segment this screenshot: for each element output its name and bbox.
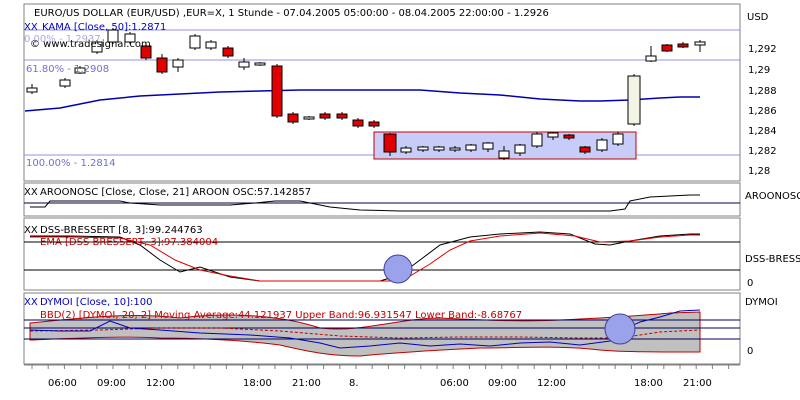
price-panel[interactable] [23,3,741,182]
x-tick-marks [31,365,730,369]
y-tick-label: 1,28 [748,166,770,177]
candle-up [514,144,526,154]
y-tick-label: 1,292 [748,44,777,55]
x-tick-label: 12:00 [146,378,175,389]
candle-up [254,62,266,66]
candle-down [352,119,364,127]
x-tick-label: 06:00 [48,378,77,389]
candle-down [287,113,299,123]
dymoi-axis-label: DYMOI [745,297,778,308]
candle-down [319,113,331,119]
dss-panel[interactable] [23,217,741,291]
candle-down [368,121,380,127]
dymoi-zero-label: 0 [747,346,753,357]
x-tick-label: 09:00 [97,378,126,389]
candle-up [449,147,461,151]
dss-zero-label: 0 [747,278,753,289]
x-tick-label: 21:00 [683,378,712,389]
candle-up [400,147,412,153]
dymoi-panel[interactable] [23,292,741,365]
candle-down [579,146,591,153]
copyright: © www.tradesignal.com [30,39,151,50]
candle-up [612,133,624,145]
candle-down [140,45,152,59]
x-tick-label: 8. [349,378,359,389]
aroon-panel[interactable] [23,182,741,217]
y-tick-label: 1,286 [748,106,777,117]
fib-top-label: 0.00% - 1.2937 [24,34,101,45]
x-tick-label: 18:00 [243,378,272,389]
kama-line [24,89,700,112]
candles [26,28,706,160]
candle-down [661,44,673,52]
legend-icon: XX [24,297,38,308]
dss-axis-label: DSS-BRESSERT [745,254,800,265]
candle-up [124,33,136,43]
candle-up [547,132,559,138]
candle-up [91,41,103,53]
x-tick-label: 21:00 [292,378,321,389]
candle-down [383,133,397,153]
candle-up [596,139,608,151]
chart-title: EURO/US DOLLAR (EUR/USD) ,EUR=X, 1 Stund… [34,8,549,19]
dss-legend: DSS-BRESSERT [8, 3]:99.244763 [40,225,203,236]
y-tick-label: 1,282 [748,146,777,157]
candle-up [417,146,429,151]
aroon-axis-label: AROONOSC [745,191,800,202]
fib-100-label: 100.00% - 1.2814 [26,158,115,169]
x-tick-label: 09:00 [488,378,517,389]
aroon-legend: AROONOSC [Close, Close, 21] AROON OSC:57… [40,187,311,198]
candle-up [59,79,71,87]
legend-icon: XX [24,225,38,236]
candle-up [172,59,184,68]
candle-down [222,47,234,57]
kama-legend: KAMA [Close, 50]:1.2871 [42,22,166,33]
dymoi-legend: DYMOI [Close, 10]:100 [40,297,152,308]
y-tick-label: 1,288 [748,86,777,97]
candle-up [189,35,201,49]
x-tick-label: 06:00 [440,378,469,389]
signal-marker [383,254,413,284]
candle-up [303,116,315,120]
candle-up [498,150,510,159]
candle-up [465,144,477,151]
candle-down [271,65,283,117]
candle-up [205,41,217,49]
x-tick-label: 18:00 [634,378,663,389]
y-tick-label: 1,29 [748,65,770,76]
candle-down [677,43,689,48]
candle-up [107,29,119,43]
dss-ema-legend: EMA [DSS-BRESSERT, 3]:97.384004 [40,237,218,248]
candle-up [531,133,543,147]
candle-up [74,67,86,74]
x-tick-label: 12:00 [537,378,566,389]
axis-unit: USD [747,12,769,23]
price-y-axis: 1,292 1,29 1,288 1,286 1,284 1,282 1,28 [748,44,777,177]
candle-down [563,134,575,139]
legend-icon: XX [24,187,38,198]
y-tick-label: 1,284 [748,126,777,137]
candle-up [627,75,641,125]
bbd-legend: BBD(2) [DYMOI, 20, 2] Moving Average:44.… [40,310,522,321]
candle-down [336,113,348,119]
legend-icon: XX [24,22,38,33]
candle-up [26,87,38,93]
candle-down [156,57,168,73]
candle-up [694,41,706,46]
x-axis: 06:00 09:00 12:00 18:00 21:00 8. 06:00 0… [24,364,740,389]
candle-up [645,55,657,62]
candle-up [433,146,445,151]
fib-618-label: 61.80% - 1.2908 [26,64,109,75]
candle-up [482,142,494,150]
signal-marker [604,313,636,345]
candle-up [238,61,250,68]
aroon-line [30,194,700,212]
